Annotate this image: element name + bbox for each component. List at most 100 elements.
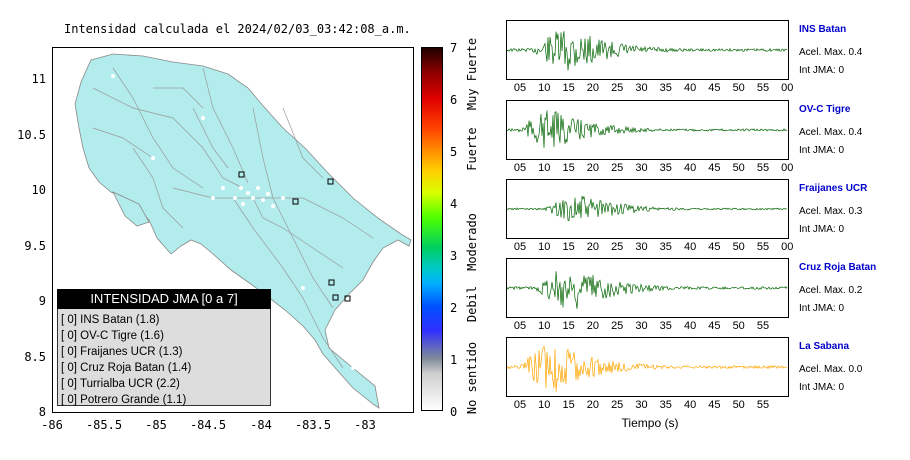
waveform-time-tick: 20 [586,82,600,94]
waveform-time-tick: 50 [732,399,745,411]
waveform-time-tick: 35 [659,320,672,332]
waveform-time-tick: 40 [683,241,697,253]
map-y-tick: 10.5 [17,128,46,142]
waveform-time-tick: 35 [659,162,672,174]
waveform-svg [507,195,788,222]
map-y-tick: 8 [38,405,46,419]
waveform-trace [507,271,788,309]
waveform-time-tick: 55 [756,162,770,174]
colorbar-tick: 1 [450,353,458,367]
map-y-tick: 11 [31,72,46,86]
station-max-accel: Acel. Max. 0.4 [799,47,863,58]
waveform-time-tick: 20 [586,162,600,174]
waveform-time-tick: 25 [611,162,624,174]
waveform-time-tick: 55 [756,320,770,332]
station-jma-intensity: Int JMA: 0 [799,382,845,393]
map-x-tick: -85.5 [85,418,123,432]
waveform-time-tick: 35 [659,241,672,253]
waveform-panel[interactable] [506,20,789,80]
waveform-trace [507,195,788,222]
station-name: OV-C Tigre [799,104,851,115]
waveform-time-tick: 15 [562,82,575,94]
waveform-time-tick: 55 [756,82,770,94]
waveform-svg [507,31,788,71]
colorbar-label-fuerte: Fuerte [465,127,479,171]
colorbar-label-no-sentido: No sentido [465,341,479,415]
costa-rica-map-svg [74,53,412,409]
waveform-time-tick: 40 [683,162,697,174]
waveform-panel[interactable] [506,258,789,318]
waveform-time-tick: 25 [611,82,624,94]
waveform-time-tick: 50 [732,320,745,332]
waveform-trace [507,345,788,393]
page-title: Intensidad calculada el 2024/02/03_03:42… [64,22,411,36]
waveform-panel[interactable] [506,100,789,160]
legend-title: INTENSIDAD JMA [0 a 7] [57,289,271,309]
waveform-time-tick: 00 [781,82,794,94]
waveform-time-tick: 15 [562,241,575,253]
waveform-time-tick: 10 [538,399,551,411]
nicoya-tip [112,191,150,227]
waveform-time-tick: 00 [781,162,794,174]
waveform-time-tick: 25 [611,399,624,411]
waveform-time-tick: 55 [756,241,770,253]
legend-row: [ 0] Cruz Roja Batan (1.4) [61,362,192,374]
legend-row: [ 0] Potrero Grande (1.1) [61,394,187,406]
waveform-trace [507,31,788,71]
waveform-panel[interactable] [506,337,789,397]
map-x-tick: -86 [41,418,63,432]
colorbar-label-debil: Debil [465,285,479,323]
map-x-tick: -84 [250,418,272,432]
waveform-time-tick: 05 [513,399,527,411]
station-jma-intensity: Int JMA: 0 [799,65,845,76]
waveform-time-tick: 15 [562,320,575,332]
waveform-svg [507,110,788,148]
waveform-time-tick: 25 [611,241,624,253]
intensity-colorbar [421,47,443,411]
legend-row: [ 0] Fraijanes UCR (1.3) [61,346,183,358]
map-y-tick: 8.5 [24,350,46,364]
colorbar-tick: 4 [450,197,458,211]
waveform-time-tick: 30 [635,241,648,253]
colorbar-tick: 6 [450,93,458,107]
station-name: Fraijanes UCR [799,183,868,194]
waveform-time-tick: 05 [513,320,527,332]
map-y-tick: 9 [38,294,46,308]
legend-row: [ 0] Turrialba UCR (2.2) [61,378,180,390]
waveform-panel[interactable] [506,179,789,239]
waveform-time-tick: 20 [586,241,600,253]
waveform-time-tick: 05 [513,241,527,253]
waveform-time-tick: 20 [586,320,600,332]
waveform-time-tick: 55 [756,399,770,411]
waveform-time-tick: 45 [708,162,721,174]
waveform-time-tick: 30 [635,399,648,411]
colorbar-tick: 3 [450,249,458,263]
waveform-time-tick: 40 [683,320,697,332]
waveform-time-tick: 35 [659,82,672,94]
waveform-time-tick: 25 [611,320,624,332]
waveform-time-tick: 50 [732,162,745,174]
colorbar-tick: 0 [450,405,458,419]
waveform-svg [507,271,788,309]
station-jma-intensity: Int JMA: 0 [799,303,845,314]
waveform-time-tick: 10 [538,241,551,253]
road-network [92,67,374,369]
map-x-tick: -83.5 [294,418,332,432]
map-x-tick: -83 [354,418,376,432]
colorbar-tick: 2 [450,301,458,315]
waveform-time-tick: 05 [513,162,527,174]
waveform-time-tick: 30 [635,162,648,174]
waveform-time-tick: 10 [538,82,551,94]
waveform-time-tick: 35 [659,399,672,411]
waveform-time-tick: 10 [538,162,551,174]
colorbar-label-muy-fuerte: Muy Fuerte [465,37,479,111]
legend-row: [ 0] INS Batan (1.8) [61,314,160,326]
colorbar-tick: 5 [450,145,458,159]
waveform-time-tick: 20 [586,399,600,411]
station-name: La Sabana [799,341,850,352]
station-name: Cruz Roja Batan [799,262,877,273]
time-axis-label: Tiempo (s) [621,416,679,430]
waveform-time-tick: 00 [781,241,794,253]
waveform-time-tick: 30 [635,320,648,332]
waveform-time-tick: 45 [708,320,721,332]
